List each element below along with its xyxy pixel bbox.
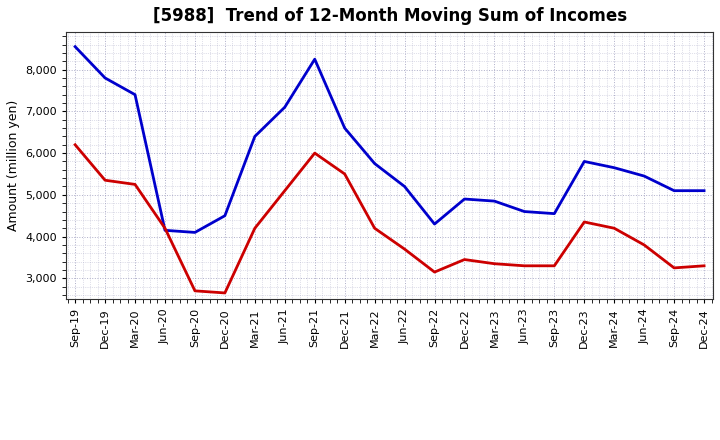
Net Income <box>161 226 169 231</box>
Ordinary Income <box>161 227 169 233</box>
Title: [5988]  Trend of 12-Month Moving Sum of Incomes: [5988] Trend of 12-Month Moving Sum of I… <box>153 7 626 25</box>
Ordinary Income <box>520 209 528 214</box>
Net Income <box>251 226 259 231</box>
Line: Net Income: Net Income <box>75 145 704 293</box>
Net Income <box>610 226 618 231</box>
Ordinary Income <box>700 188 708 193</box>
Net Income <box>700 263 708 268</box>
Net Income <box>550 263 559 268</box>
Y-axis label: Amount (million yen): Amount (million yen) <box>7 100 20 231</box>
Net Income <box>431 269 439 275</box>
Net Income <box>460 257 469 262</box>
Ordinary Income <box>220 213 229 218</box>
Net Income <box>520 263 528 268</box>
Ordinary Income <box>310 57 319 62</box>
Ordinary Income <box>400 184 409 189</box>
Net Income <box>191 288 199 293</box>
Net Income <box>670 265 678 271</box>
Net Income <box>580 219 588 224</box>
Net Income <box>71 142 79 147</box>
Ordinary Income <box>370 161 379 166</box>
Ordinary Income <box>431 221 439 227</box>
Ordinary Income <box>610 165 618 170</box>
Ordinary Income <box>670 188 678 193</box>
Ordinary Income <box>341 125 349 131</box>
Net Income <box>490 261 499 266</box>
Net Income <box>131 182 140 187</box>
Ordinary Income <box>490 198 499 204</box>
Ordinary Income <box>71 44 79 49</box>
Ordinary Income <box>460 196 469 202</box>
Ordinary Income <box>101 75 109 81</box>
Net Income <box>640 242 649 248</box>
Net Income <box>281 188 289 193</box>
Ordinary Income <box>191 230 199 235</box>
Ordinary Income <box>281 105 289 110</box>
Net Income <box>220 290 229 296</box>
Ordinary Income <box>550 211 559 216</box>
Ordinary Income <box>131 92 140 97</box>
Ordinary Income <box>640 173 649 179</box>
Net Income <box>370 226 379 231</box>
Line: Ordinary Income: Ordinary Income <box>75 47 704 232</box>
Ordinary Income <box>580 159 588 164</box>
Ordinary Income <box>251 134 259 139</box>
Net Income <box>341 171 349 176</box>
Net Income <box>400 246 409 252</box>
Net Income <box>310 150 319 156</box>
Net Income <box>101 178 109 183</box>
